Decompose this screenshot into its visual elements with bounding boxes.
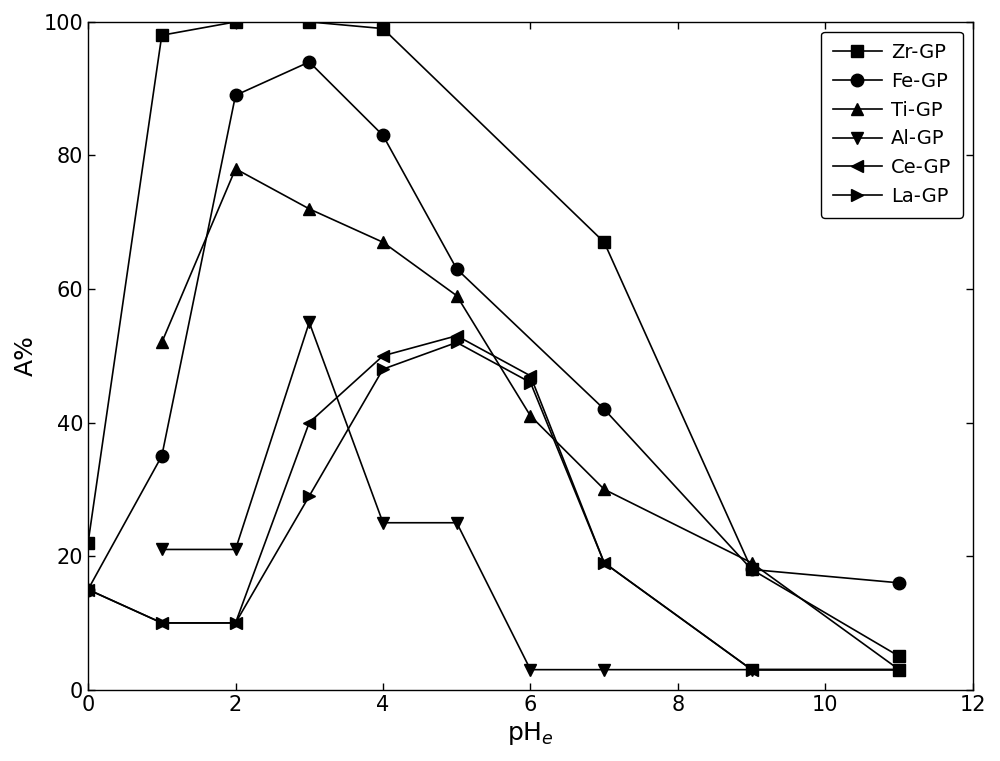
Ce-GP <box>230 619 242 628</box>
La-GP <box>156 619 168 628</box>
Legend: Zr-GP, Fe-GP, Ti-GP, Al-GP, Ce-GP, La-GP: Zr-GP, Fe-GP, Ti-GP, Al-GP, Ce-GP, La-GP <box>821 32 963 218</box>
Ti-GP <box>451 291 463 301</box>
Ce-GP <box>377 352 389 361</box>
Fe-GP <box>893 578 905 587</box>
Fe-GP <box>230 91 242 100</box>
La-GP <box>746 665 758 674</box>
La-GP <box>303 492 315 501</box>
Zr-GP <box>82 538 94 547</box>
Ce-GP <box>451 331 463 340</box>
La-GP <box>598 559 610 568</box>
Ce-GP <box>303 418 315 427</box>
Fe-GP <box>451 264 463 273</box>
Line: Ce-GP: Ce-GP <box>82 330 905 676</box>
La-GP <box>524 378 536 387</box>
La-GP <box>451 338 463 347</box>
Ti-GP <box>156 338 168 347</box>
Ce-GP <box>598 559 610 568</box>
Fe-GP <box>746 565 758 574</box>
Al-GP <box>156 545 168 554</box>
Line: Al-GP: Al-GP <box>156 316 905 676</box>
Zr-GP <box>230 18 242 27</box>
Al-GP <box>377 518 389 527</box>
Fe-GP <box>303 57 315 66</box>
Line: Zr-GP: Zr-GP <box>82 16 905 663</box>
Zr-GP <box>598 237 610 247</box>
Al-GP <box>746 665 758 674</box>
Ti-GP <box>598 485 610 494</box>
La-GP <box>893 665 905 674</box>
Line: Fe-GP: Fe-GP <box>82 56 905 596</box>
Ti-GP <box>524 412 536 421</box>
Al-GP <box>598 665 610 674</box>
Y-axis label: A%: A% <box>14 336 38 376</box>
Al-GP <box>451 518 463 527</box>
Ti-GP <box>893 665 905 674</box>
Ti-GP <box>377 237 389 247</box>
Fe-GP <box>82 585 94 594</box>
Ce-GP <box>156 619 168 628</box>
Ce-GP <box>82 585 94 594</box>
Al-GP <box>303 318 315 327</box>
Ti-GP <box>303 204 315 213</box>
La-GP <box>377 365 389 374</box>
Zr-GP <box>156 30 168 40</box>
Ce-GP <box>893 665 905 674</box>
La-GP <box>230 619 242 628</box>
Ti-GP <box>230 164 242 174</box>
Fe-GP <box>377 131 389 140</box>
Zr-GP <box>893 651 905 661</box>
Al-GP <box>230 545 242 554</box>
Zr-GP <box>303 18 315 27</box>
Ti-GP <box>746 559 758 568</box>
Zr-GP <box>746 565 758 574</box>
Line: La-GP: La-GP <box>82 336 905 676</box>
Ce-GP <box>746 665 758 674</box>
Fe-GP <box>598 405 610 414</box>
Ce-GP <box>524 371 536 380</box>
Al-GP <box>524 665 536 674</box>
Al-GP <box>893 665 905 674</box>
X-axis label: pH$_e$: pH$_e$ <box>507 720 554 747</box>
Fe-GP <box>156 451 168 460</box>
Line: Ti-GP: Ti-GP <box>156 163 905 676</box>
Zr-GP <box>377 24 389 33</box>
La-GP <box>82 585 94 594</box>
